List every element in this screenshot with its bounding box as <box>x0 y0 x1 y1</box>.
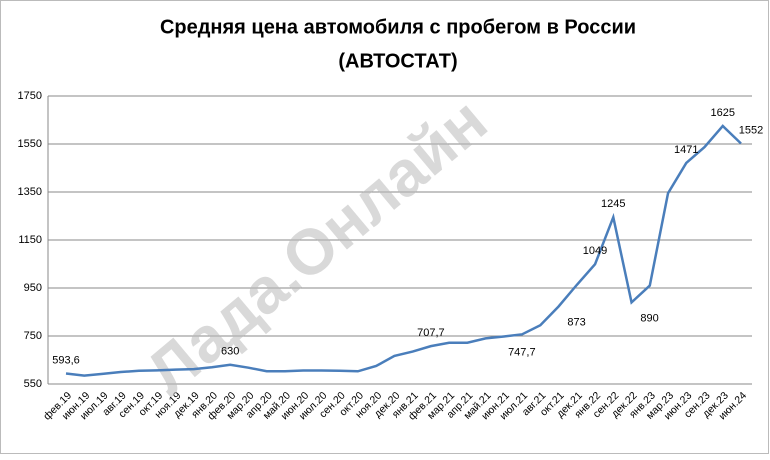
chart-subtitle: (АВТОСТАТ) <box>338 50 457 72</box>
y-tick-label: 550 <box>24 378 42 390</box>
data-label: 593,6 <box>52 354 80 366</box>
data-label: 873 <box>567 316 585 328</box>
y-tick-label: 1750 <box>18 90 42 102</box>
data-label: 1471 <box>674 144 698 156</box>
y-tick-label: 1150 <box>18 234 42 246</box>
data-label: 707,7 <box>417 327 445 339</box>
y-tick-label: 750 <box>24 330 42 342</box>
data-label: 1049 <box>583 245 607 257</box>
data-label: 630 <box>221 346 239 358</box>
y-tick-label: 1550 <box>18 138 42 150</box>
data-label: 890 <box>640 312 658 324</box>
y-tick-label: 1350 <box>18 186 42 198</box>
line <box>65 124 742 377</box>
y-tick-label: 950 <box>24 282 42 294</box>
data-label: 1552 <box>739 124 763 136</box>
data-label: 1625 <box>711 107 735 119</box>
chart-title: Средняя цена автомобиля с пробегом в Рос… <box>160 16 636 38</box>
data-label: 747,7 <box>508 346 536 358</box>
data-label: 1245 <box>601 198 625 210</box>
